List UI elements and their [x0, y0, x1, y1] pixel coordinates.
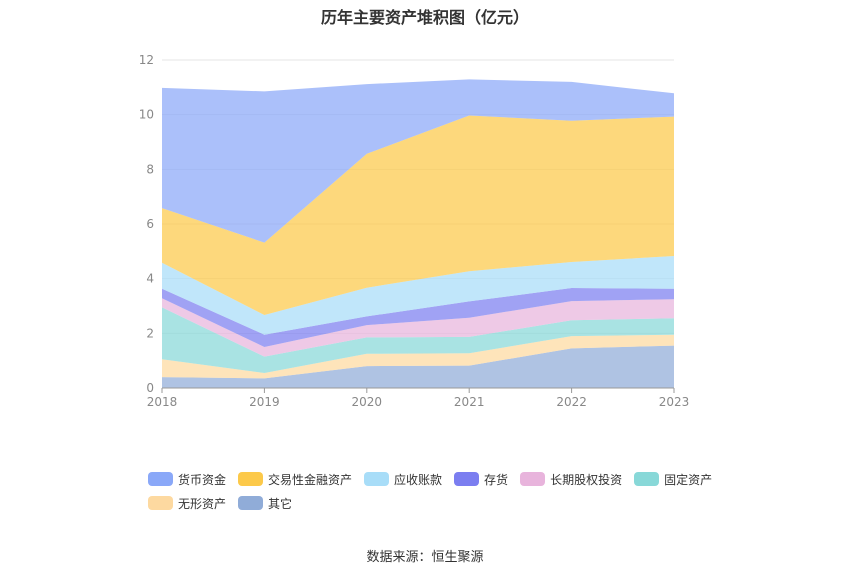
y-tick-label-4: 4	[146, 272, 154, 286]
legend-swatch	[148, 472, 173, 486]
legend-swatch	[634, 472, 660, 486]
legend-swatch	[364, 472, 390, 486]
y-tick-label-0: 0	[146, 381, 154, 395]
legend-item-6[interactable]: 无形资产	[148, 494, 226, 512]
legend-item-4[interactable]: 长期股权投资	[520, 470, 622, 488]
legend-swatch	[238, 472, 264, 486]
legend-item-1[interactable]: 交易性金融资产	[238, 470, 352, 488]
legend-label: 其它	[268, 496, 293, 511]
x-tick-label-2018: 2018	[147, 395, 178, 409]
y-tick-label-6: 6	[146, 217, 154, 231]
y-tick-label-10: 10	[139, 108, 154, 122]
legend-label: 应收账款	[394, 472, 443, 487]
legend-item-2[interactable]: 应收账款	[364, 470, 442, 488]
legend-item-0[interactable]: 货币资金	[148, 470, 226, 488]
legend-swatch	[238, 496, 264, 510]
y-tick-label-12: 12	[139, 53, 154, 67]
legend-label: 存货	[484, 472, 509, 487]
axes: 0 2 4 6 8 10 12 2018 2019 2020 2021 2022 2023	[139, 53, 690, 409]
legend-label: 长期股权投资	[550, 472, 623, 487]
legend-swatch	[520, 472, 546, 486]
area-series-1	[162, 115, 674, 315]
legend-item-7[interactable]: 其它	[238, 494, 292, 512]
area-series	[162, 79, 674, 388]
legend-label: 交易性金融资产	[268, 472, 353, 487]
legend-item-3[interactable]: 存货	[454, 470, 508, 488]
y-tick-label-2: 2	[146, 326, 154, 340]
chart-title: 历年主要资产堆积图（亿元）	[320, 8, 529, 27]
area-series-3	[162, 288, 674, 347]
stacked-area-chart: 0 2 4 6 8 10 12 2018 2019 2020 2021 2022 2023	[139, 53, 690, 409]
y-tick-label-8: 8	[146, 162, 154, 176]
legend-swatch	[148, 496, 173, 510]
legend: 货币资金 交易性金融资产 应收账款 存货 长期股权投资 固定资产无形资产 其它	[148, 470, 728, 512]
x-tick-label-2022: 2022	[556, 395, 587, 409]
area-series-7	[162, 345, 674, 388]
area-series-6	[162, 334, 674, 379]
legend-label: 无形资产	[178, 496, 227, 511]
legend-swatch	[454, 472, 480, 486]
area-series-5	[162, 307, 674, 373]
x-tick-label-2020: 2020	[352, 395, 383, 409]
legend-item-5[interactable]: 固定资产	[634, 470, 712, 488]
area-series-0	[162, 79, 674, 243]
source-note: 数据来源：恒生聚源	[366, 550, 484, 565]
area-series-2	[162, 256, 674, 335]
x-tick-label-2019: 2019	[249, 395, 280, 409]
legend-label: 货币资金	[178, 472, 227, 487]
area-series-4	[162, 298, 674, 357]
x-tick-label-2021: 2021	[454, 395, 485, 409]
legend-label: 固定资产	[664, 472, 713, 487]
x-tick-label-2023: 2023	[659, 395, 690, 409]
